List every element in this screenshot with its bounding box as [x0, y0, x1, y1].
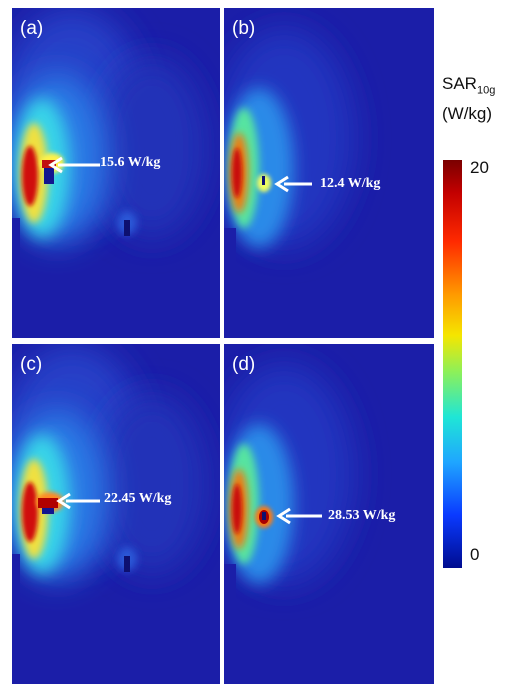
colorbar-title-sub: 10g: [476, 84, 496, 97]
colorbar-title-main: SAR: [442, 74, 477, 93]
sar-map-d: [224, 344, 434, 684]
panel-b: (b) 12.4 W/kg: [224, 8, 434, 338]
panel-label: (a): [20, 18, 44, 39]
panel-label: (c): [20, 354, 43, 375]
panel-c: (c) 22.45 W/kg: [12, 344, 220, 684]
peak-annotation: 15.6 W/kg: [100, 155, 161, 170]
arrow-left-icon: [56, 492, 100, 510]
panel-label: (b): [232, 18, 256, 39]
panel-d: (d) 28.53 W/kg: [224, 344, 434, 684]
arrow-left-icon: [274, 175, 312, 193]
colorbar: [443, 160, 462, 568]
panel-label: (d): [232, 354, 256, 375]
sar-map-c: [12, 344, 220, 684]
arrow-left-icon: [48, 156, 100, 174]
sar-map-a: [12, 8, 220, 338]
arrow-left-icon: [276, 507, 322, 525]
peak-annotation: 28.53 W/kg: [328, 508, 396, 523]
colorbar-min-label: 0: [470, 545, 480, 564]
colorbar-unit: (W/kg): [442, 104, 493, 124]
peak-annotation: 22.45 W/kg: [104, 491, 172, 506]
peak-annotation: 12.4 W/kg: [320, 176, 381, 191]
colorbar-max-label: 20: [470, 158, 489, 177]
colorbar-title: SAR10g (W/kg): [442, 72, 495, 126]
sar-map-b: [224, 8, 434, 338]
panel-a: (a) 15.6 W/kg: [12, 8, 220, 338]
